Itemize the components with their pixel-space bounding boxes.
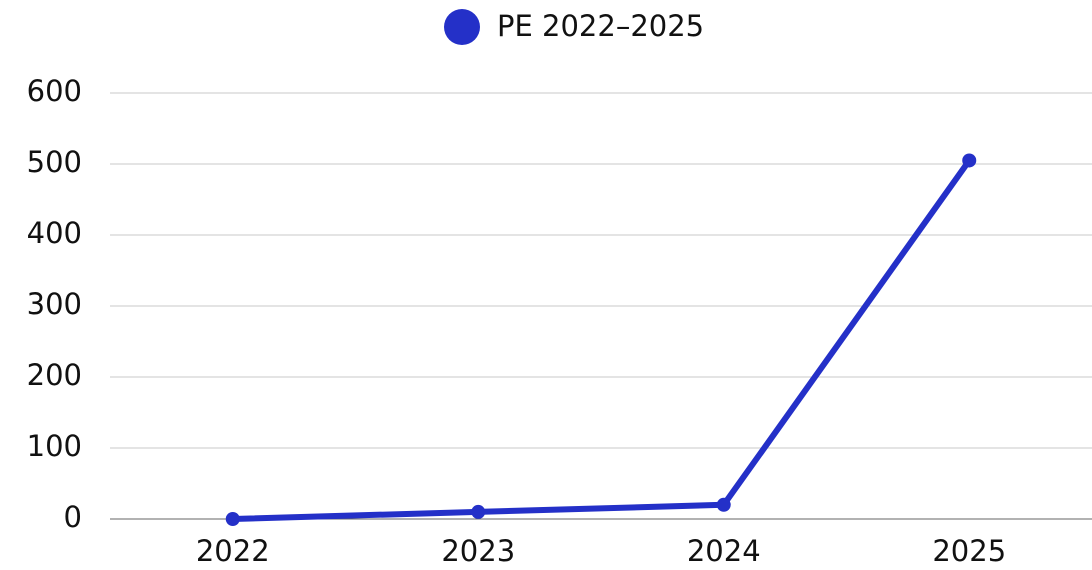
point (225, 512, 240, 526)
point (962, 153, 977, 168)
y-tick-label: 100 (27, 429, 82, 463)
legend-label: PE 2022–2025 (497, 9, 704, 43)
x-tick-label: 2023 (441, 534, 515, 568)
x-tick-label: 2025 (932, 534, 1006, 568)
point (716, 497, 731, 512)
y-tick-label: 300 (27, 287, 82, 321)
y-tick-label: 400 (27, 216, 82, 250)
x-tick-label: 2022 (196, 534, 270, 568)
point (471, 504, 486, 519)
y-tick-label: 0 (64, 500, 82, 534)
legend-swatch (444, 9, 480, 45)
x-tick-label: 2024 (687, 534, 761, 568)
y-tick-label: 200 (27, 358, 82, 392)
y-tick-label: 500 (27, 145, 82, 179)
series-line (232, 158, 972, 522)
y-tick-label: 600 (27, 74, 82, 108)
